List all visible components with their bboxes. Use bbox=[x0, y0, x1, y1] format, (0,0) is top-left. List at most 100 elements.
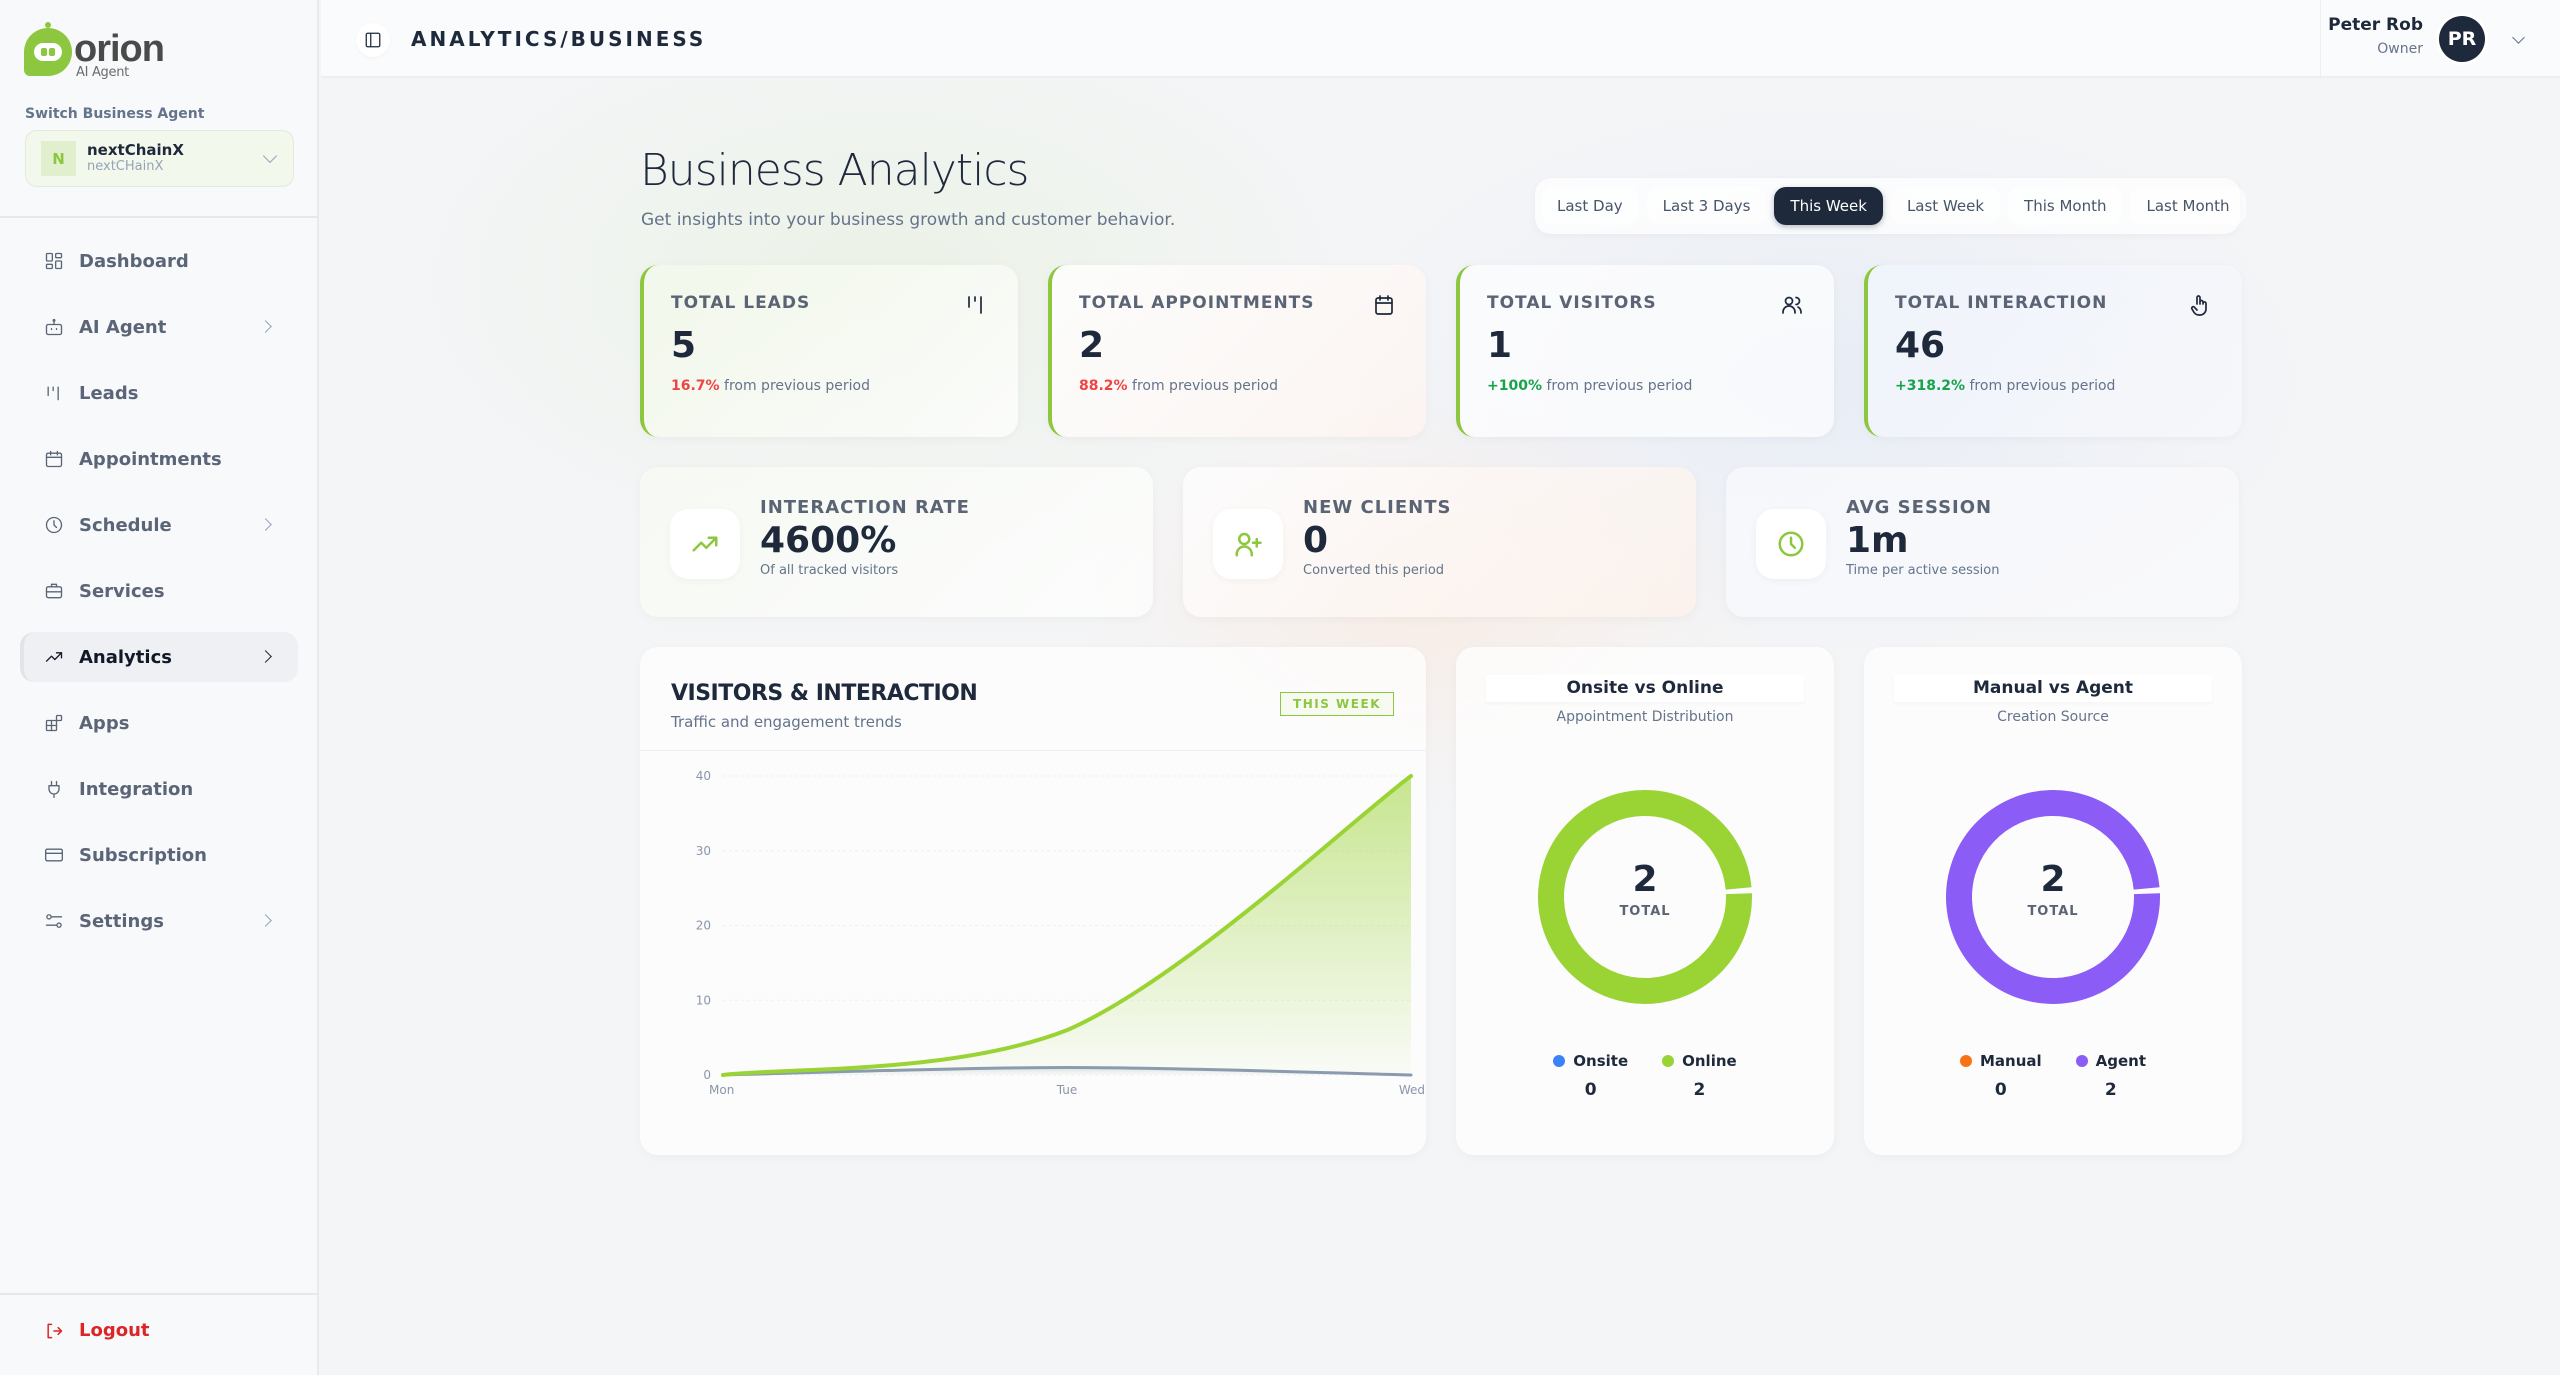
clock-icon bbox=[1756, 509, 1826, 579]
donut-center: 2 TOTAL bbox=[1456, 859, 1834, 920]
legend-item-manual[interactable]: Manual 0 bbox=[1959, 1052, 2042, 1100]
user-menu[interactable]: Peter Rob Owner PR bbox=[2320, 0, 2560, 78]
chevron-right-icon bbox=[259, 650, 272, 663]
stat-value: 5 bbox=[671, 325, 697, 366]
svg-text:0: 0 bbox=[703, 1068, 711, 1082]
legend-item-online[interactable]: Online 2 bbox=[1662, 1052, 1737, 1100]
sidebar-item-settings[interactable]: Settings bbox=[20, 896, 298, 946]
stat-title: TOTAL APPOINTMENTS bbox=[1079, 293, 1315, 313]
page-subtitle: Get insights into your business growth a… bbox=[641, 210, 1176, 230]
sidebar-item-schedule[interactable]: Schedule bbox=[20, 500, 298, 550]
legend-dot bbox=[1553, 1055, 1566, 1067]
donut-total: 2 bbox=[1632, 859, 1658, 900]
legend-label: Onsite bbox=[1573, 1052, 1629, 1070]
divider bbox=[0, 1293, 317, 1295]
mini-title: AVG SESSION bbox=[1846, 497, 1993, 518]
change-percent: 16.7% bbox=[671, 378, 720, 394]
svg-text:10: 10 bbox=[696, 993, 711, 1007]
legend-dot bbox=[1662, 1055, 1675, 1067]
donut-total-label: TOTAL bbox=[1619, 904, 1671, 919]
legend-value: 0 bbox=[1994, 1080, 2007, 1100]
stat-value: 46 bbox=[1895, 325, 1946, 366]
sidebar-toggle-button[interactable] bbox=[356, 23, 390, 57]
svg-text:40: 40 bbox=[696, 769, 711, 783]
stat-value: 2 bbox=[1079, 325, 1105, 366]
filter-last-3-days[interactable]: Last 3 Days bbox=[1646, 187, 1767, 225]
sidebar-item-label: Subscription bbox=[79, 844, 207, 866]
filter-last-day[interactable]: Last Day bbox=[1541, 187, 1639, 225]
filter-last-week[interactable]: Last Week bbox=[1890, 187, 2001, 225]
switch-agent-label: Switch Business Agent bbox=[25, 106, 205, 122]
mini-sub: Time per active session bbox=[1846, 563, 2000, 578]
svg-text:Wed: Wed bbox=[1399, 1083, 1425, 1097]
brand-logo[interactable]: orion AI Agent bbox=[24, 22, 165, 79]
business-agent-switcher[interactable]: N nextChainX nextCHainX bbox=[25, 130, 294, 187]
chevron-down-icon bbox=[262, 148, 278, 164]
stat-card-total-interaction: TOTAL INTERACTION 46 +318.2% from previo… bbox=[1864, 265, 2242, 437]
mini-title: INTERACTION RATE bbox=[760, 497, 970, 518]
stat-value: 1 bbox=[1487, 325, 1513, 366]
filter-last-month[interactable]: Last Month bbox=[2130, 187, 2246, 225]
sidebar-item-subscription[interactable]: Subscription bbox=[20, 830, 298, 880]
avatar[interactable]: PR bbox=[2439, 16, 2485, 62]
stat-title: TOTAL VISITORS bbox=[1487, 293, 1657, 313]
top-header: ANALYTICS/BUSINESS Peter Rob Owner PR bbox=[321, 0, 2560, 78]
chevron-right-icon bbox=[259, 518, 272, 531]
donut-legend: Onsite 0 Online 2 bbox=[1456, 1052, 1834, 1100]
plug-icon bbox=[44, 779, 64, 799]
sidebar-item-ai-agent[interactable]: AI Agent bbox=[20, 302, 298, 352]
mini-value: 0 bbox=[1303, 520, 1329, 561]
legend-dot bbox=[1959, 1055, 1972, 1067]
stat-title: TOTAL INTERACTION bbox=[1895, 293, 2108, 313]
leads-icon bbox=[44, 383, 64, 403]
sidebar: orion AI Agent Switch Business Agent N n… bbox=[0, 0, 319, 1375]
donut-subtitle: Appointment Distribution bbox=[1556, 709, 1734, 725]
stat-cards: TOTAL LEADS 5 16.7% from previous period… bbox=[640, 265, 2242, 437]
donut-subtitle: Creation Source bbox=[1997, 709, 2109, 725]
stat-card-total-appointments: TOTAL APPOINTMENTS 2 88.2% from previous… bbox=[1048, 265, 1426, 437]
dashboard-icon bbox=[44, 251, 64, 271]
sidebar-item-integration[interactable]: Integration bbox=[20, 764, 298, 814]
donut-chart[interactable] bbox=[1943, 787, 2163, 1007]
filter-this-week[interactable]: This Week bbox=[1774, 187, 1883, 225]
mini-value: 1m bbox=[1846, 520, 1909, 561]
donut-legend: Manual 0 Agent 2 bbox=[1864, 1052, 2242, 1100]
pointer-hand-icon bbox=[2188, 293, 2212, 317]
svg-text:Tue: Tue bbox=[1056, 1083, 1078, 1097]
sidebar-item-label: Apps bbox=[79, 712, 130, 734]
chevron-down-icon[interactable] bbox=[2512, 31, 2525, 44]
sidebar-item-label: Dashboard bbox=[79, 250, 189, 272]
legend-item-agent[interactable]: Agent 2 bbox=[2075, 1052, 2147, 1100]
sidebar-item-label: Schedule bbox=[79, 514, 172, 536]
area-chart-plot[interactable]: 0 10 20 30 40 Mon Tue Wed bbox=[640, 757, 1426, 1147]
legend-label: Agent bbox=[2095, 1052, 2147, 1070]
trending-up-icon bbox=[44, 647, 64, 667]
sidebar-item-appointments[interactable]: Appointments bbox=[20, 434, 298, 484]
user-name: Peter Rob bbox=[2328, 15, 2423, 35]
sidebar-item-dashboard[interactable]: Dashboard bbox=[20, 236, 298, 286]
legend-item-onsite[interactable]: Onsite 0 bbox=[1553, 1052, 1628, 1100]
mini-stat-cards: INTERACTION RATE 4600% Of all tracked vi… bbox=[640, 467, 2239, 617]
change-suffix: from previous period bbox=[1546, 378, 1693, 394]
change-suffix: from previous period bbox=[724, 378, 870, 394]
sidebar-item-label: Settings bbox=[79, 910, 164, 932]
mini-card-avg-session: AVG SESSION 1m Time per active session bbox=[1726, 467, 2239, 617]
change-suffix: from previous period bbox=[1132, 378, 1278, 394]
sidebar-item-services[interactable]: Services bbox=[20, 566, 298, 616]
user-plus-icon bbox=[1213, 509, 1283, 579]
svg-text:Mon: Mon bbox=[709, 1083, 734, 1097]
sidebar-item-analytics[interactable]: Analytics bbox=[20, 632, 298, 682]
donut-title: Manual vs Agent bbox=[1894, 675, 2212, 702]
mini-card-new-clients: NEW CLIENTS 0 Converted this period bbox=[1183, 467, 1696, 617]
divider bbox=[0, 216, 317, 218]
sidebar-item-label: Integration bbox=[79, 778, 194, 800]
logout-button[interactable]: Logout bbox=[44, 1320, 150, 1341]
svg-text:30: 30 bbox=[696, 844, 711, 858]
sidebar-item-leads[interactable]: Leads bbox=[20, 368, 298, 418]
donut-total: 2 bbox=[2040, 859, 2066, 900]
mini-value: 4600% bbox=[760, 520, 897, 561]
filter-this-month[interactable]: This Month bbox=[2008, 187, 2123, 225]
logout-label: Logout bbox=[79, 1320, 150, 1341]
donut-chart[interactable] bbox=[1535, 787, 1755, 1007]
sidebar-item-apps[interactable]: Apps bbox=[20, 698, 298, 748]
